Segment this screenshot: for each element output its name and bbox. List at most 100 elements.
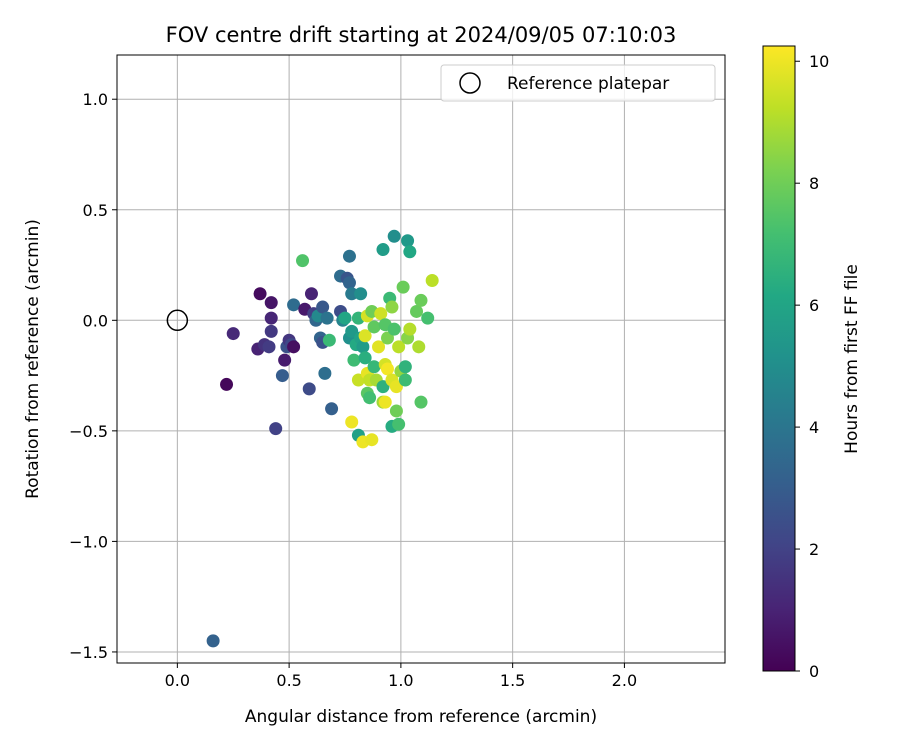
- colorbar-tick-label: 0: [809, 662, 819, 681]
- data-point: [363, 391, 377, 405]
- data-point: [421, 311, 435, 325]
- colorbar-tick-label: 6: [809, 296, 819, 315]
- data-point: [414, 293, 428, 307]
- data-point: [264, 311, 278, 325]
- colorbar-ticks: 0 2 4 6 8 10: [795, 52, 829, 681]
- plot-frame: [116, 54, 726, 664]
- data-point: [318, 366, 332, 380]
- data-point: [296, 254, 310, 268]
- data-point: [304, 287, 318, 301]
- colorbar-label: Hours from first FF file: [842, 264, 862, 454]
- data-point: [389, 380, 403, 394]
- data-point: [378, 395, 392, 409]
- y-tick-label: −0.5: [69, 422, 108, 441]
- data-point: [376, 380, 390, 394]
- data-point: [396, 280, 410, 294]
- data-point: [342, 276, 356, 290]
- data-point: [374, 307, 388, 321]
- colorbar-gradient: [762, 45, 796, 672]
- y-tick-label: −1.0: [69, 532, 108, 551]
- colorbar-tick-label: 10: [809, 52, 829, 71]
- grid: [117, 55, 725, 663]
- legend: Reference platepar: [440, 64, 716, 102]
- data-point: [264, 296, 278, 310]
- data-point: [398, 373, 412, 387]
- data-point: [269, 422, 283, 436]
- y-tick-label: −1.5: [69, 643, 108, 662]
- data-point: [358, 329, 372, 343]
- data-point: [365, 433, 379, 447]
- chart-title: FOV centre drift starting at 2024/09/05 …: [166, 23, 677, 47]
- data-point: [278, 353, 292, 367]
- colorbar: 0 2 4 6 8 10 Hours from first FF file: [762, 45, 862, 681]
- y-axis: −1.5 −1.0 −0.5 0.0 0.5 1.0: [69, 90, 117, 662]
- data-point: [287, 298, 301, 312]
- data-point: [345, 324, 359, 338]
- data-point: [302, 382, 316, 396]
- data-point: [380, 362, 394, 376]
- y-axis-label: Rotation from reference (arcmin): [23, 219, 43, 499]
- data-point: [253, 287, 267, 301]
- data-point: [358, 351, 372, 365]
- data-point: [385, 300, 399, 314]
- data-point: [410, 304, 424, 318]
- data-point: [392, 340, 406, 354]
- colorbar-tick-label: 8: [809, 174, 819, 193]
- legend-box: [440, 64, 716, 102]
- data-point: [401, 234, 415, 248]
- data-point: [226, 327, 240, 341]
- data-point: [403, 245, 417, 259]
- x-axis-label: Angular distance from reference (arcmin): [245, 707, 597, 727]
- data-point: [262, 340, 276, 354]
- y-tick-label: 0.0: [83, 311, 108, 330]
- data-point: [387, 229, 401, 243]
- data-point: [414, 395, 428, 409]
- data-point: [325, 402, 339, 416]
- data-point: [367, 360, 381, 374]
- data-point: [342, 249, 356, 263]
- data-point: [287, 340, 301, 354]
- data-point: [380, 331, 394, 345]
- data-point: [316, 300, 330, 314]
- data-point: [275, 369, 289, 383]
- colorbar-tick-label: 4: [809, 418, 819, 437]
- data-point: [367, 320, 381, 334]
- data-point: [338, 311, 352, 325]
- data-point: [347, 353, 361, 367]
- data-points: [206, 229, 439, 648]
- x-tick-label: 0.0: [165, 671, 190, 690]
- data-point: [372, 340, 386, 354]
- data-point: [322, 333, 336, 347]
- data-point: [345, 415, 359, 429]
- colorbar-tick-label: 2: [809, 540, 819, 559]
- data-point: [320, 311, 334, 325]
- x-tick-label: 1.5: [500, 671, 525, 690]
- data-point: [403, 322, 417, 336]
- y-tick-label: 0.5: [83, 201, 108, 220]
- data-point: [351, 373, 365, 387]
- data-point: [387, 322, 401, 336]
- data-point: [206, 634, 220, 648]
- legend-label: Reference platepar: [507, 74, 669, 94]
- y-tick-label: 1.0: [83, 90, 108, 109]
- data-point: [425, 274, 439, 288]
- x-axis: 0.0 0.5 1.0 1.5 2.0: [165, 663, 637, 690]
- data-point: [345, 287, 359, 301]
- data-point: [412, 340, 426, 354]
- reference-platepar-marker: [166, 309, 189, 332]
- x-tick-label: 1.0: [388, 671, 413, 690]
- data-point: [356, 340, 370, 354]
- data-point: [376, 243, 390, 257]
- data-point: [398, 360, 412, 374]
- reference-marker-layer: [166, 309, 189, 332]
- legend-reference-marker: [459, 72, 481, 94]
- data-point: [264, 324, 278, 338]
- data-point: [220, 377, 234, 391]
- data-point: [354, 287, 368, 301]
- x-tick-label: 0.5: [276, 671, 301, 690]
- x-tick-label: 2.0: [612, 671, 637, 690]
- data-point: [389, 404, 403, 418]
- data-point: [392, 417, 406, 431]
